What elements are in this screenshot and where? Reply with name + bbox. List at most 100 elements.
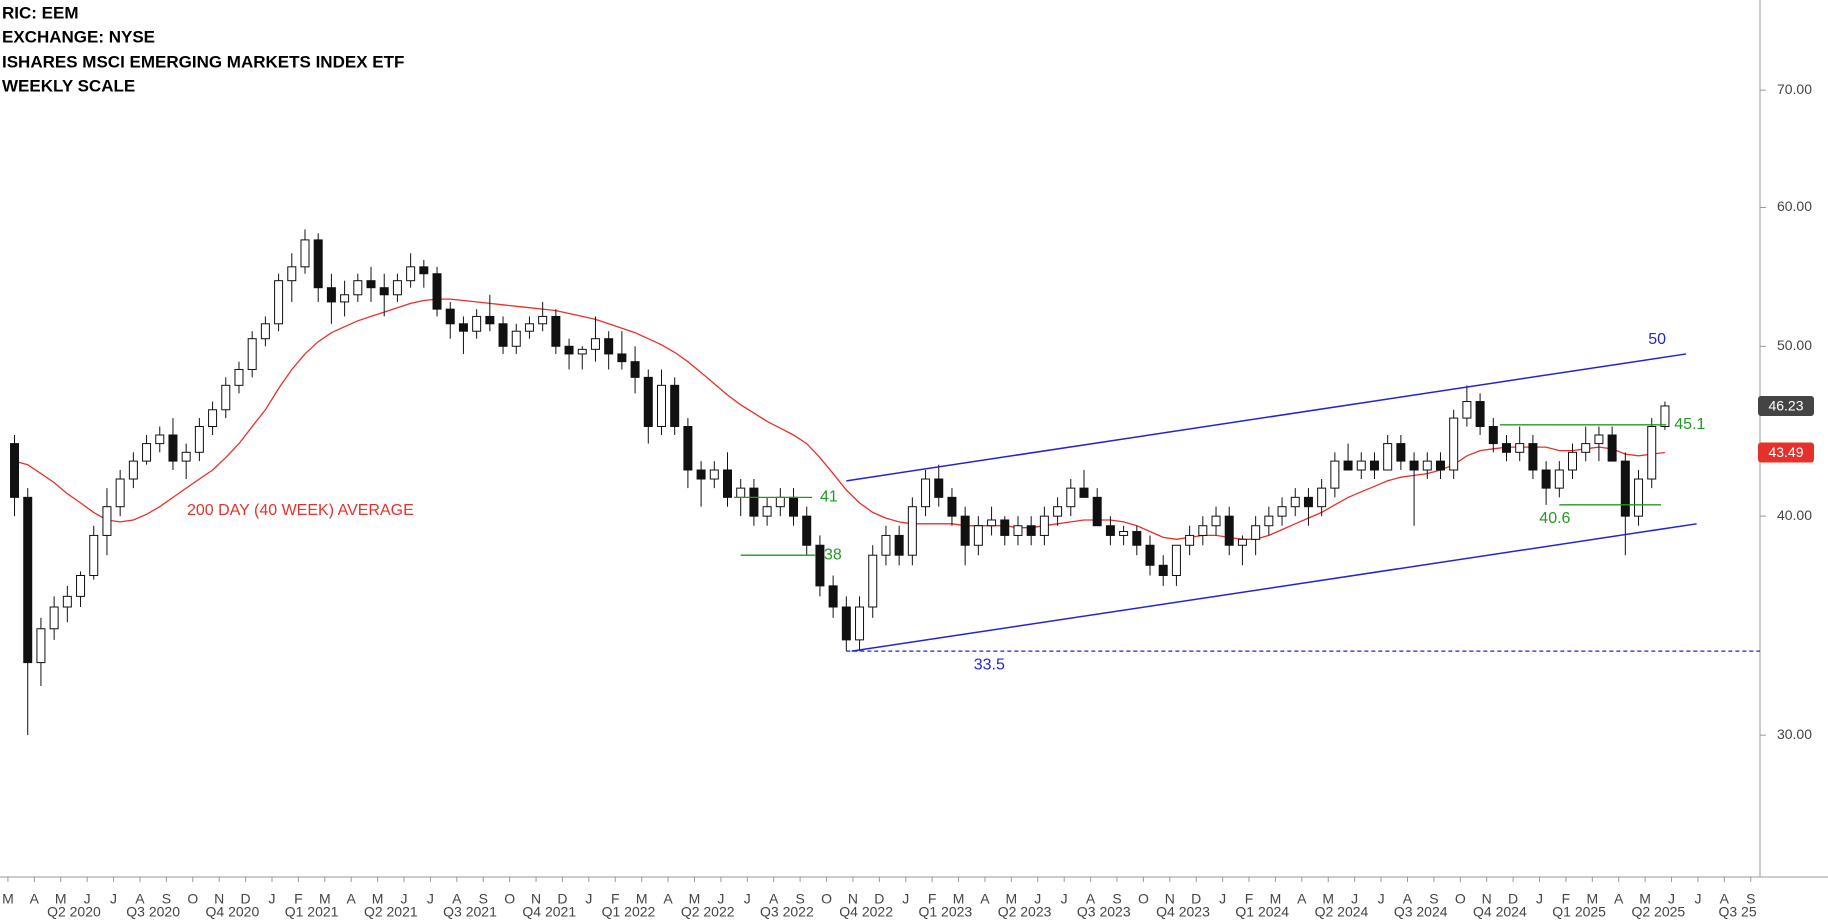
candle-body <box>115 478 125 508</box>
x-tick-label: M <box>372 891 384 907</box>
candle-body <box>194 425 204 453</box>
quarter-label: Q1 2025 <box>1552 904 1606 920</box>
candle-body <box>1277 506 1287 517</box>
candle-body <box>1620 460 1630 517</box>
header-line: RIC: EEM <box>2 3 79 22</box>
x-tick-label: M <box>689 891 701 907</box>
candle-body <box>1396 443 1406 462</box>
quarter-label: Q4 2024 <box>1473 904 1527 920</box>
level-label: 41 <box>820 489 838 506</box>
quarter-label: Q4 2021 <box>522 904 576 920</box>
candle-body <box>577 348 587 355</box>
candle-body <box>62 595 72 608</box>
x-tick-label: J <box>401 891 408 907</box>
header-line: EXCHANGE: NYSE <box>2 27 155 46</box>
x-tick-label: J <box>1378 891 1385 907</box>
x-tick-label: J <box>1536 891 1543 907</box>
candle-body <box>524 323 534 332</box>
candle-body <box>247 338 257 370</box>
candle-body <box>89 534 99 577</box>
quarter-label: Q2 2022 <box>681 904 735 920</box>
candle-body <box>168 434 178 462</box>
x-tick-label: J <box>1351 891 1358 907</box>
candle-body <box>656 384 666 427</box>
candle-body <box>1053 506 1063 517</box>
x-tick-label: A <box>980 891 990 907</box>
x-tick-label: J <box>1668 891 1675 907</box>
x-tick-label: N <box>214 891 224 907</box>
x-tick-label: J <box>84 891 91 907</box>
candle-body <box>274 280 284 325</box>
x-tick-label: O <box>187 891 198 907</box>
candle-body <box>287 266 297 282</box>
x-tick-label: J <box>717 891 724 907</box>
candle-body <box>155 434 165 445</box>
candle-body <box>828 585 838 608</box>
candle-body <box>1145 544 1155 566</box>
candle-body <box>1211 515 1221 527</box>
last-price-tag-bg <box>1758 395 1814 416</box>
candle-body <box>1660 405 1670 427</box>
x-tick-label: M <box>1270 891 1282 907</box>
x-tick-label: J <box>268 891 275 907</box>
candle-body <box>1237 538 1247 546</box>
candle-body <box>894 534 904 556</box>
quarter-label: Q3 2020 <box>126 904 180 920</box>
x-tick-label: J <box>110 891 117 907</box>
candle-body <box>815 544 825 587</box>
last-price-tag: 46.23 <box>1768 398 1803 414</box>
candle-body <box>1581 443 1591 453</box>
candle-body <box>551 315 561 347</box>
quarter-label: Q3 2021 <box>443 904 497 920</box>
candle-body <box>208 409 218 427</box>
x-tick-label: J <box>1061 891 1068 907</box>
x-tick-label: D <box>241 891 251 907</box>
quarter-label: Q1 2023 <box>918 904 972 920</box>
candle-body <box>1092 496 1102 527</box>
candle-body <box>1185 534 1195 546</box>
x-tick-label: M <box>636 891 648 907</box>
candle-body <box>1343 460 1353 471</box>
x-tick-label: S <box>795 891 804 907</box>
candle-body <box>498 323 508 347</box>
candle-body <box>736 487 746 498</box>
candle-body <box>379 287 389 296</box>
quarter-label: Q4 2020 <box>206 904 260 920</box>
y-tick-label: 70.00 <box>1777 81 1812 97</box>
header: RIC: EEM EXCHANGE: NYSE ISHARES MSCI EME… <box>2 3 404 95</box>
level-label: 45.1 <box>1674 416 1705 433</box>
x-tick-label: F <box>928 891 937 907</box>
candle-body <box>1634 478 1644 517</box>
candle-body <box>1369 460 1379 471</box>
ma-label: 200 DAY (40 WEEK) AVERAGE <box>187 502 414 519</box>
candle-body <box>49 606 59 630</box>
x-tick-label: O <box>504 891 515 907</box>
candle-body <box>1317 487 1327 508</box>
candle-body <box>406 266 416 282</box>
x-tick-label: S <box>1746 891 1755 907</box>
x-tick-label: J <box>427 891 434 907</box>
candle-body <box>604 338 614 355</box>
candle-body <box>485 315 495 325</box>
x-tick-label: S <box>1112 891 1121 907</box>
candle-body <box>1066 487 1076 508</box>
quarter-label: Q4 2022 <box>839 904 893 920</box>
moving-average <box>14 298 1665 540</box>
quarter-label: Q1 2022 <box>602 904 656 920</box>
x-tick-label: O <box>1455 891 1466 907</box>
candle-body <box>392 280 402 296</box>
candle-body <box>1594 434 1604 445</box>
candle-body <box>696 469 706 480</box>
candle-body <box>10 443 20 498</box>
trend-line <box>846 353 1687 482</box>
candle-body <box>1198 525 1208 536</box>
candle-body <box>1079 487 1089 498</box>
x-tick-label: F <box>1245 891 1254 907</box>
candle-body <box>643 376 653 427</box>
candle-body <box>1039 515 1049 536</box>
x-tick-label: M <box>2 891 14 907</box>
candle-body <box>1303 496 1313 508</box>
candle-body <box>802 515 812 546</box>
candle-body <box>987 519 997 527</box>
x-tick-label: M <box>1006 891 1018 907</box>
